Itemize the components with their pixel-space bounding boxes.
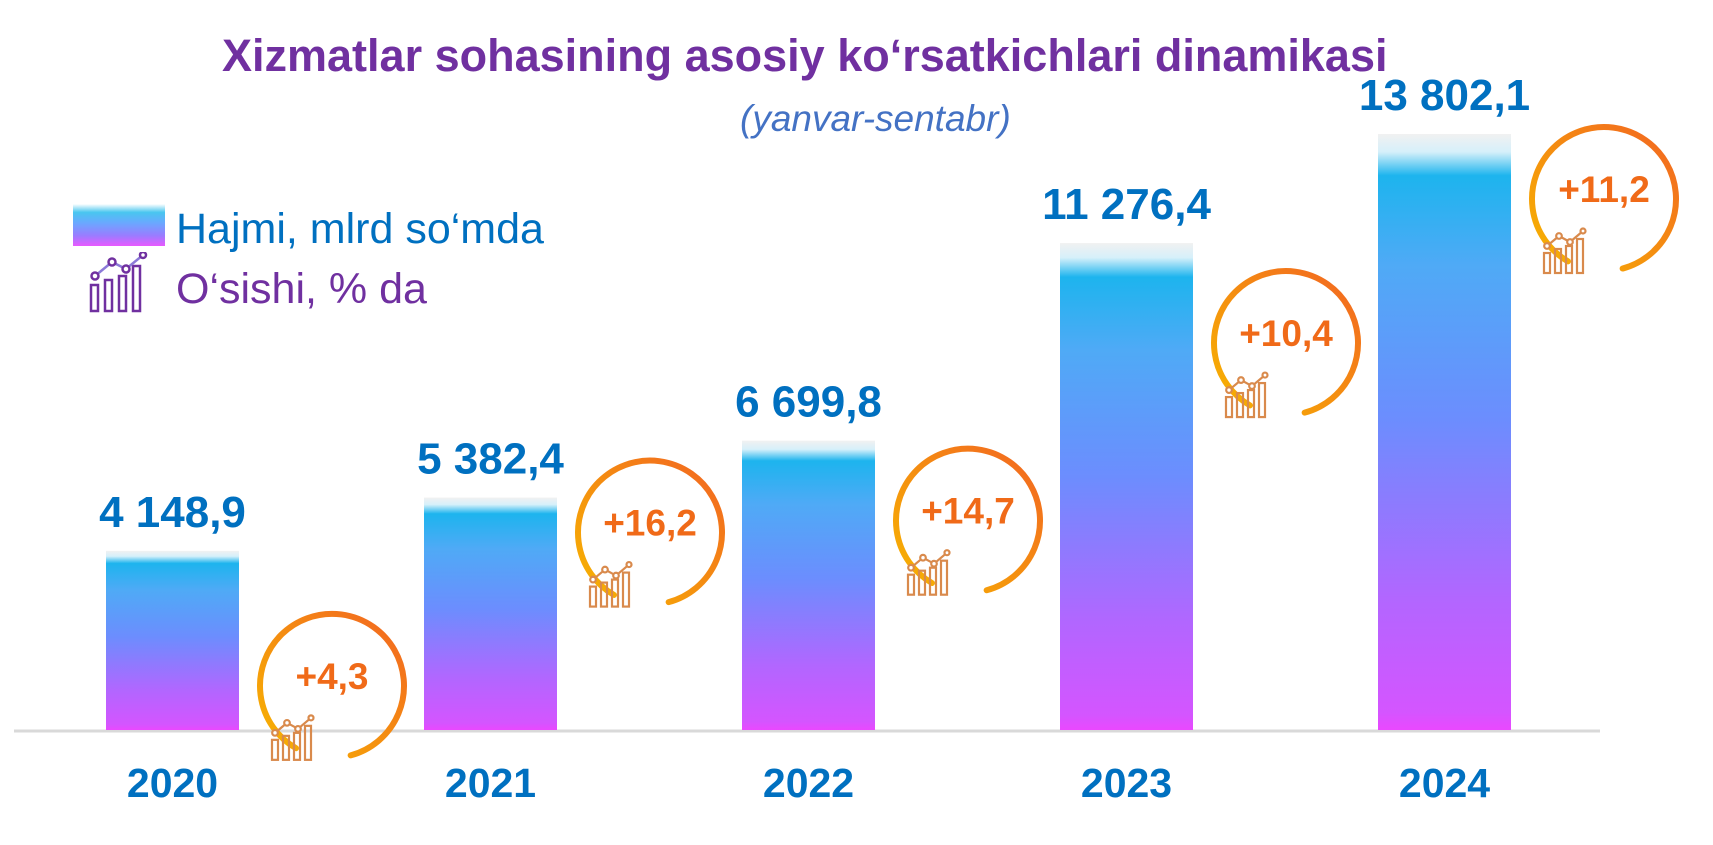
- value-label-2023: 11 276,4: [1042, 180, 1211, 229]
- value-label-2024: 13 802,1: [1359, 71, 1530, 120]
- growth-label-2020: +4,3: [295, 656, 368, 697]
- growth-ring-2022: [893, 445, 1043, 594]
- x-tick-label-2021: 2021: [445, 760, 536, 806]
- x-tick-label-2022: 2022: [763, 760, 854, 806]
- legend-label-growth: O‘sishi, % da: [176, 265, 427, 313]
- bar-2021: [424, 497, 557, 730]
- x-tick-label-2023: 2023: [1081, 760, 1172, 806]
- bar-2020: [106, 550, 239, 730]
- growth-ring-2020: [257, 610, 407, 759]
- growth-label-2023: +10,4: [1239, 313, 1333, 354]
- growth-ring-2023: [1211, 268, 1361, 416]
- x-tick-label-2020: 2020: [127, 760, 218, 806]
- value-label-2022: 6 699,8: [735, 378, 882, 427]
- bar-2022: [742, 440, 875, 730]
- growth-label-2024: +11,2: [1558, 169, 1650, 210]
- legend-label-volume: Hajmi, mlrd so‘mda: [176, 205, 544, 253]
- growth-ring-2024: [1529, 124, 1679, 272]
- growth-ring-2021: [575, 457, 725, 606]
- chart-title: Xizmatlar sohasining asosiy ko‘rsatkichl…: [222, 30, 1388, 81]
- bar-chart-growth-icon: [89, 252, 148, 313]
- legend-swatch-volume: [73, 204, 165, 246]
- chart-subtitle: (yanvar-sentabr): [740, 98, 1011, 139]
- value-label-2020: 4 148,9: [99, 488, 246, 537]
- growth-label-2022: +14,7: [921, 491, 1015, 532]
- bar-2023: [1060, 243, 1193, 730]
- growth-label-2021: +16,2: [603, 503, 697, 544]
- value-label-2021: 5 382,4: [417, 435, 564, 484]
- bar-2024: [1378, 134, 1511, 730]
- x-tick-label-2024: 2024: [1399, 760, 1490, 806]
